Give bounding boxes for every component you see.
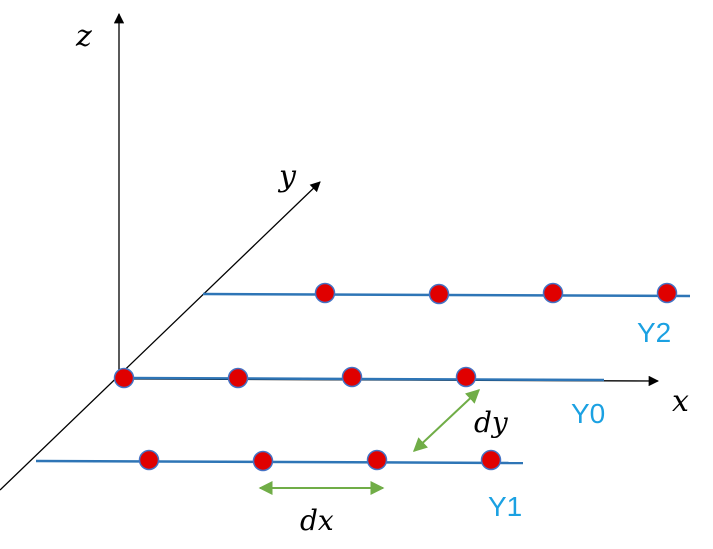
z-axis-label: z — [75, 19, 92, 54]
line-y1 — [35, 459, 524, 465]
line-y0-label: Y0 — [571, 398, 605, 429]
grid-point — [252, 450, 274, 472]
line-y1-label: Y1 — [488, 491, 522, 522]
grid-point — [227, 367, 249, 389]
grid-point — [428, 283, 450, 305]
grid-point — [314, 282, 336, 304]
grid-point — [656, 282, 678, 304]
grid-point — [341, 366, 363, 388]
grid-point — [542, 282, 564, 304]
grid-point — [455, 366, 477, 388]
x-axis-label: x — [672, 384, 689, 419]
grid-point — [113, 367, 135, 389]
points-y1 — [138, 449, 502, 472]
points-y0 — [113, 366, 477, 389]
dy-label: dy — [474, 406, 509, 439]
dx-label: dx — [300, 504, 334, 537]
y-axis — [0, 181, 321, 491]
grid-point — [366, 449, 388, 471]
line-y2-label: Y2 — [637, 317, 671, 348]
grid-point — [138, 449, 160, 471]
points-y2 — [314, 282, 678, 305]
dy-arrow — [412, 389, 481, 452]
grid-point — [480, 449, 502, 471]
y-axis-label: y — [277, 159, 297, 194]
